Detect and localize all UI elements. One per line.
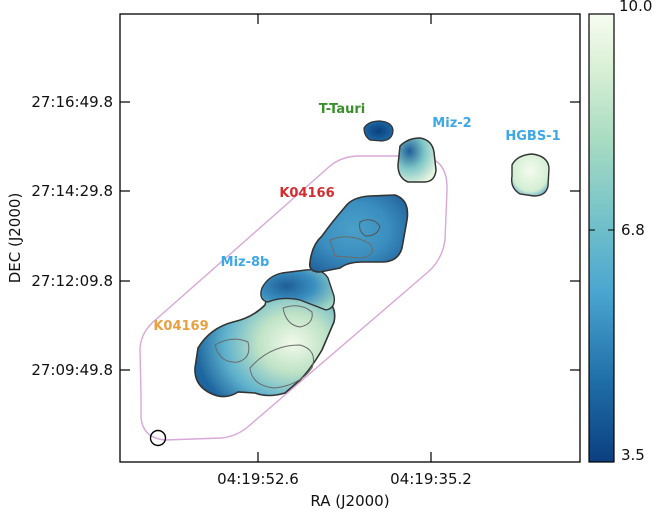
label-k04166: K04166 <box>279 186 334 201</box>
emission-hgbs1 <box>510 153 550 197</box>
y-tick-label-1: 27:14:29.8 <box>31 182 113 200</box>
emission-miz8b <box>260 268 336 311</box>
colorbar-label-max: 10.0 <box>619 0 652 15</box>
emission-main-ridge <box>194 276 336 398</box>
y-tick-label-2: 27:12:09.8 <box>31 272 113 290</box>
main-inner-contour-2 <box>214 338 250 363</box>
coverage-contour <box>139 155 448 441</box>
x-tick-label-0: 04:19:52.6 <box>217 470 299 488</box>
emission-miz2 <box>397 137 437 183</box>
colorbar-label-min: 3.5 <box>621 446 645 464</box>
main-inner-contour-3 <box>282 305 313 328</box>
y-tick-label-3: 27:09:49.8 <box>31 361 113 379</box>
label-hgbs1: HGBS-1 <box>505 129 560 144</box>
beam-circle <box>149 429 167 447</box>
x-axis: 04:19:52.6 04:19:35.2 <box>217 14 472 488</box>
label-miz2: Miz-2 <box>432 116 471 131</box>
k04166-inner-contour <box>359 219 381 237</box>
label-k04169: K04169 <box>153 319 208 334</box>
main-inner-contour-1 <box>249 344 314 389</box>
y-tick-label-0: 27:16:49.8 <box>31 93 113 111</box>
colorbar-label-mid: 6.8 <box>621 221 645 239</box>
label-t-tauri: T-Tauri <box>319 102 366 117</box>
y-axis: 27:16:49.8 27:14:29.8 27:12:09.8 27:09:4… <box>31 93 580 379</box>
x-axis-title: RA (J2000) <box>310 492 389 510</box>
y-axis-title: DEC (J2000) <box>6 193 24 284</box>
label-miz8b: Miz-8b <box>221 255 270 270</box>
colorbar <box>588 13 615 463</box>
k04166-inner-contour-2 <box>329 236 373 259</box>
x-tick-label-1: 04:19:35.2 <box>390 470 472 488</box>
emission-t-tauri <box>363 120 394 142</box>
